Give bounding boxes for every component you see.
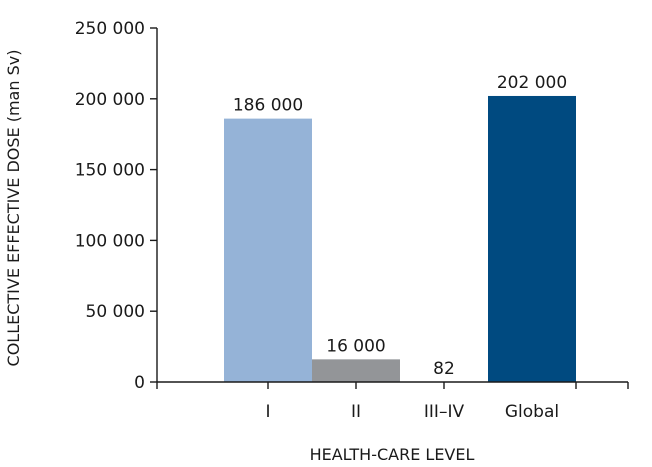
data-label: 16 000 (326, 336, 385, 356)
bar-4 (488, 96, 576, 382)
y-axis-title: COLLECTIVE EFFECTIVE DOSE (man Sv) (4, 50, 23, 367)
data-label: 186 000 (233, 96, 303, 116)
x-tick-label: II (351, 402, 361, 422)
y-tick-label: 150 000 (75, 161, 145, 181)
bars (224, 96, 576, 382)
y-tick-label: 50 000 (86, 302, 145, 322)
y-tick-label: 0 (134, 373, 145, 393)
x-tick-label: Global (505, 402, 559, 422)
data-label: 82 (433, 359, 455, 379)
bar-2 (312, 359, 400, 382)
y-tick-label: 100 000 (75, 231, 145, 251)
x-tick-label: I (265, 402, 270, 422)
y-axis-ticks: 0 50 000 100 000 150 000 200 000 250 000 (75, 19, 157, 393)
x-axis-ticks: I II III–IV Global (157, 382, 628, 422)
data-label: 202 000 (497, 73, 567, 93)
y-tick-label: 200 000 (75, 90, 145, 110)
y-tick-label: 250 000 (75, 19, 145, 39)
bar-1 (224, 119, 312, 382)
x-axis-title: HEALTH-CARE LEVEL (310, 445, 475, 464)
x-tick-label: III–IV (424, 402, 465, 422)
